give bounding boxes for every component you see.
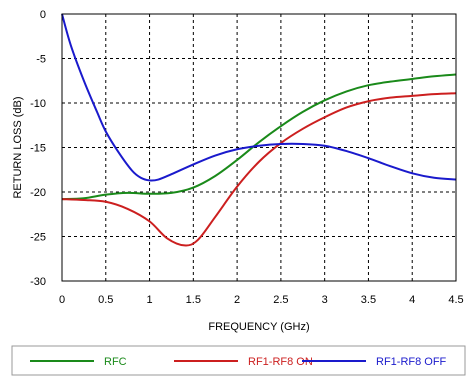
y-tick-label-4: -20 <box>30 187 46 199</box>
series-line-0 <box>61 73 457 201</box>
legend-label-2: RF1-RF8 OFF <box>376 356 447 368</box>
legend-label-1: RF1-RF8 ON <box>248 356 313 368</box>
x-tick-label-7: 3.5 <box>361 294 376 306</box>
x-tick-label-5: 2.5 <box>273 294 288 306</box>
series-lines <box>61 13 457 247</box>
legend: RFC RF1-RF8 ON RF1-RF8 OFF <box>30 356 447 368</box>
y-axis-title: RETURN LOSS (dB) <box>12 96 24 198</box>
x-tick-label-6: 3 <box>322 294 328 306</box>
y-tick-label-2: -10 <box>30 98 46 110</box>
series-line-2 <box>61 13 457 182</box>
x-tick-labels: 0 0.5 1 1.5 2 2.5 3 3.5 4 4.5 <box>59 294 464 306</box>
x-tick-label-8: 4 <box>409 294 415 306</box>
x-tick-label-0: 0 <box>59 294 65 306</box>
y-tick-label-5: -25 <box>30 232 46 244</box>
y-tick-label-0: 0 <box>40 9 46 21</box>
x-axis-title: FREQUENCY (GHz) <box>208 321 309 333</box>
legend-label-0: RFC <box>104 356 127 368</box>
y-tick-label-6: -30 <box>30 276 46 288</box>
x-tick-label-2: 1 <box>146 294 152 306</box>
y-tick-label-1: -5 <box>36 54 46 66</box>
plot-frame <box>61 13 457 282</box>
grid-lines <box>62 14 456 281</box>
x-tick-label-4: 2 <box>234 294 240 306</box>
series-line-1 <box>61 92 457 247</box>
x-tick-label-1: 0.5 <box>98 294 113 306</box>
x-tick-label-9: 4.5 <box>448 294 463 306</box>
y-tick-label-3: -15 <box>30 143 46 155</box>
y-tick-labels: 0 -5 -10 -15 -20 -25 -30 <box>30 9 46 288</box>
x-tick-label-3: 1.5 <box>186 294 201 306</box>
legend-box <box>11 345 466 376</box>
